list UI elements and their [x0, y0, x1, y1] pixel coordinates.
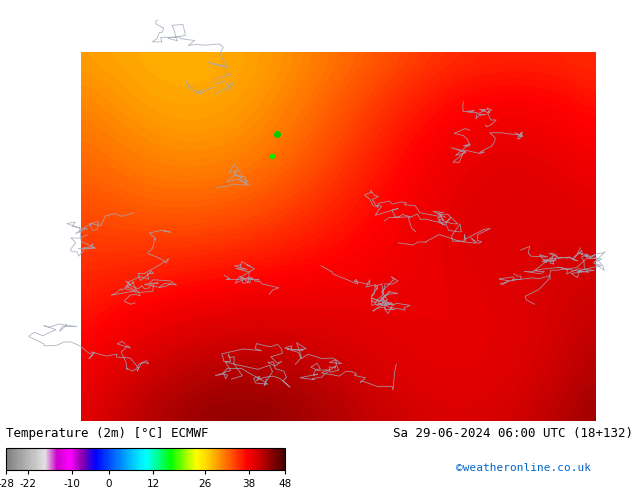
Text: ©weatheronline.co.uk: ©weatheronline.co.uk [456, 463, 592, 473]
Text: Temperature (2m) [°C] ECMWF: Temperature (2m) [°C] ECMWF [6, 427, 209, 440]
Text: Sa 29-06-2024 06:00 UTC (18+132): Sa 29-06-2024 06:00 UTC (18+132) [393, 427, 633, 440]
